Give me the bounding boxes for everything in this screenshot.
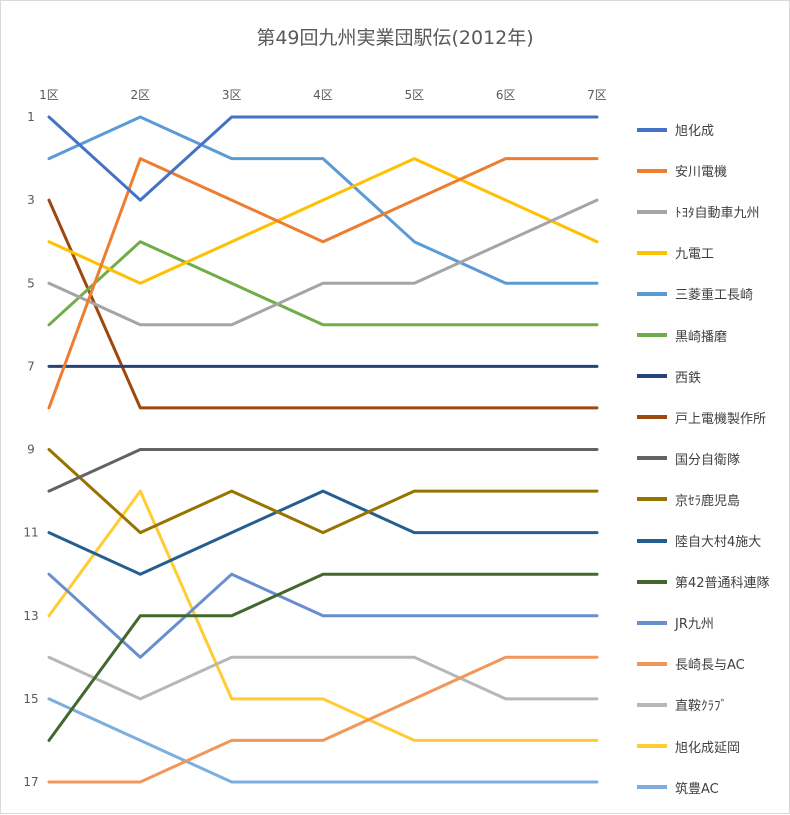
legend-item: 京ｾﾗ鹿児島 [637,490,740,509]
legend-swatch [637,374,667,379]
y-tick-label: 17 [23,775,38,789]
series-line [47,655,599,784]
legend-swatch [637,168,667,173]
legend-label: 京ｾﾗ鹿児島 [675,493,741,509]
legend-label: 旭化成延岡 [675,740,741,756]
x-tick-label: 4区 [313,88,333,102]
y-tick-label: 7 [27,359,35,373]
x-tick-label: 7区 [587,88,607,102]
legend-item: JR九州 [637,613,714,632]
legend-swatch [637,620,667,625]
series-line [47,198,599,327]
legend-swatch [637,415,667,420]
legend-swatch [637,497,667,502]
y-tick-label: 3 [27,193,35,207]
legend-swatch [637,250,667,255]
series-line [47,115,599,285]
legend-item: 安川電機 [637,161,727,180]
series-line [47,240,599,327]
legend-label: 戸上電機製作所 [675,411,767,427]
legend-swatch [637,291,667,296]
series-line [47,157,599,285]
legend-label: 西鉄 [675,370,702,386]
series-line [47,157,599,410]
legend-swatch [637,456,667,461]
legend-label: 黒崎播磨 [675,329,728,345]
legend-item: 戸上電機製作所 [637,408,766,427]
legend-item: 三菱重工長崎 [637,284,753,303]
legend-swatch [637,785,667,790]
series-line [47,572,599,742]
series-line [47,697,599,784]
legend-item: 九電工 [637,243,714,262]
series-line [47,115,599,202]
legend-item: 陸自大村4施大 [637,531,761,550]
series-line [47,448,599,535]
legend-item: 国分自衛隊 [637,449,740,468]
legend-item: 旭化成延岡 [637,737,740,756]
legend-swatch [637,127,667,132]
legend-label: 長崎長与AC [675,658,745,674]
y-tick-label: 9 [27,443,35,457]
x-tick-label: 6区 [496,88,516,102]
series-line [47,572,599,659]
legend-swatch [637,661,667,666]
x-tick-label: 3区 [222,88,242,102]
legend-swatch [637,209,667,214]
legend-label: 第42普通科連隊 [675,576,770,592]
legend-item: 黒崎播磨 [637,326,727,345]
legend-label: 直鞍ｸﾗﾌﾞ [675,699,728,715]
legend-label: ﾄﾖﾀ自動車九州 [675,206,760,222]
series-line [47,198,599,410]
x-tick-label: 1区 [39,88,59,102]
x-tick-label: 5区 [405,88,425,102]
series-line [47,655,599,701]
y-tick-label: 15 [23,692,38,706]
legend-label: 旭化成 [675,124,715,139]
legend-label: 陸自大村4施大 [675,535,762,550]
legend-item: 筑豊AC [637,778,719,797]
legend-swatch [637,702,667,707]
chart-title: 第49回九州実業団駅伝(2012年) [256,27,534,49]
series-line [47,489,599,742]
legend-swatch [637,744,667,748]
y-tick-label: 11 [23,526,38,540]
legend-item: 西鉄 [637,367,701,386]
legend-label: 筑豊AC [675,781,719,797]
x-tick-label: 2区 [131,88,151,102]
series-line [47,489,599,576]
legend-item: 直鞍ｸﾗﾌﾞ [637,695,727,714]
legend-label: 国分自衛隊 [675,452,741,468]
legend-label: 三菱重工長崎 [675,288,754,304]
legend-swatch [637,579,667,584]
legend-swatch [637,538,667,543]
y-tick-label: 1 [27,110,35,124]
legend-item: 旭化成 [637,120,714,139]
legend-swatch [637,333,667,337]
y-tick-label: 13 [23,609,38,623]
legend-label: 九電工 [675,247,715,263]
legend-item: 第42普通科連隊 [637,572,770,591]
legend-label: JR九州 [675,617,714,633]
legend-label: 安川電機 [675,165,728,181]
y-tick-label: 5 [27,276,35,290]
legend-item: ﾄﾖﾀ自動車九州 [637,202,760,221]
series-line [47,448,599,493]
legend-item: 長崎長与AC [637,654,745,673]
